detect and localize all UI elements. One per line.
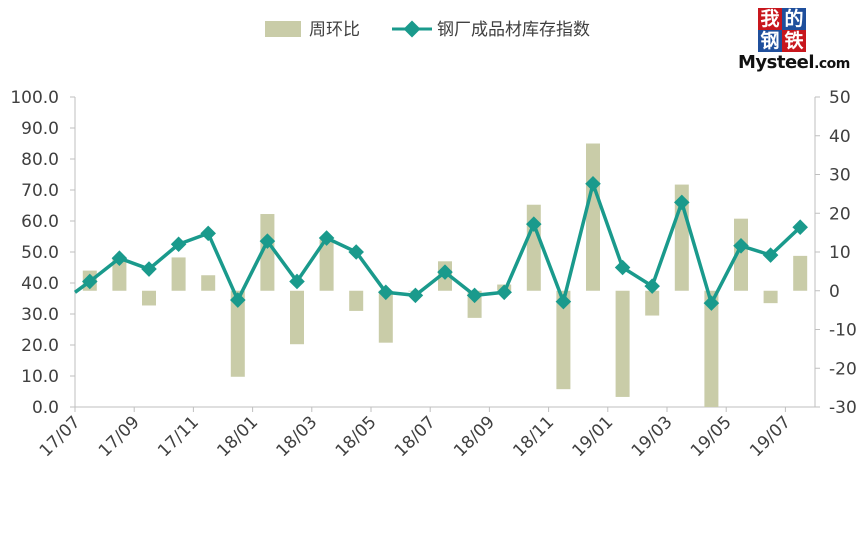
bar-19/06: [763, 290, 778, 304]
logo-char-1: 我: [758, 8, 782, 30]
x-tick-label: 18/03: [273, 412, 322, 461]
bar-18/12: [586, 143, 600, 291]
y-left-tick-label: 30.0: [21, 305, 59, 325]
y-right-tick-label: 20: [829, 204, 851, 224]
legend-bar-swatch: [265, 21, 301, 37]
bar-18/11: [556, 290, 571, 390]
logo-text: Mysteel.com: [738, 52, 850, 73]
point-19/05: [733, 238, 749, 254]
point-17/12: [230, 292, 246, 308]
legend-bar-label: 周环比: [309, 20, 360, 40]
x-tick-label: 18/11: [509, 412, 558, 461]
point-17/10: [170, 236, 187, 253]
bar-18/01: [260, 214, 275, 291]
y-left-tick-label: 80.0: [21, 150, 59, 170]
x-tick-label: 19/01: [569, 412, 618, 461]
bar-19/02: [645, 290, 660, 316]
y-left-tick-label: 60.0: [21, 212, 59, 232]
y-left-tick-label: 70.0: [21, 181, 59, 201]
y-left-tick-label: 20.0: [21, 336, 59, 356]
point-19/03: [674, 194, 690, 211]
y-left-tick-label: 90.0: [21, 119, 59, 139]
y-right-tick-label: 10: [829, 243, 851, 263]
y-right-tick-label: 50: [829, 88, 851, 108]
y-left-tick-label: 50.0: [21, 243, 59, 263]
x-tick-label: 19/05: [687, 412, 736, 461]
x-tick-label: 17/07: [36, 412, 85, 461]
y-left-tick-label: 10.0: [21, 367, 59, 387]
bar-19/07: [793, 255, 808, 291]
logo-char-2: 的: [782, 8, 806, 30]
bar-18/02: [290, 290, 304, 345]
y-right-tick-label: -30: [829, 398, 857, 418]
x-tick-label: 17/11: [154, 412, 203, 461]
x-tick-label: 19/03: [628, 412, 677, 461]
point-17/08: [111, 250, 128, 266]
point-18/04: [348, 244, 364, 260]
legend-line-label: 钢厂成品材库存指数: [437, 20, 590, 40]
bar-17/09: [142, 290, 156, 306]
x-tick-label: 18/09: [450, 412, 499, 461]
x-tick-label: 19/07: [746, 412, 795, 461]
point-18/03: [318, 230, 335, 246]
y-left-tick-label: 100.0: [10, 88, 59, 108]
logo-suffix: .com: [814, 56, 850, 72]
y-left-tick-label: 40.0: [21, 274, 59, 294]
legend-line-marker: [403, 20, 421, 38]
y-right-tick-label: 0: [829, 282, 840, 302]
y-right-tick-label: -20: [829, 359, 857, 379]
point-17/11: [200, 225, 216, 242]
bar-17/10: [171, 257, 186, 291]
bar-19/04: [704, 290, 719, 407]
legend: 周环比 钢厂成品材库存指数: [265, 20, 590, 40]
point-18/12: [585, 176, 601, 192]
logo-name: Mysteel: [738, 52, 815, 73]
bar-18/05: [378, 290, 393, 343]
point-18/01: [259, 233, 276, 249]
bar-18/04: [349, 290, 364, 311]
bar-17/08: [112, 257, 127, 291]
logo-char-3: 钢: [758, 30, 782, 52]
x-tick-label: 18/01: [213, 412, 262, 461]
point-17/09: [141, 261, 157, 277]
axes: 0.0 10.0 20.0 30.0 40.0 50.0 60.0 70.0 80.0 90.0 1…: [10, 88, 856, 461]
y-right-tick-label: 30: [829, 166, 851, 186]
bar-18/03: [319, 239, 334, 291]
logo-char-4: 铁: [782, 30, 806, 52]
point-18/10: [526, 216, 542, 232]
x-tick-label: 18/07: [391, 412, 440, 461]
point-19/07: [792, 219, 808, 235]
mysteel-logo: 我 的 钢 铁 Mysteel.com: [738, 8, 850, 74]
x-tick-label: 18/05: [332, 412, 381, 461]
bar-19/05: [734, 218, 748, 291]
bar-17/12: [230, 290, 245, 377]
x-tick-label: 17/09: [95, 412, 144, 461]
y-right-tick-label: -10: [829, 321, 857, 341]
y-right-tick-label: 40: [829, 127, 851, 147]
y-left-tick-label: 0.0: [32, 398, 59, 418]
bar-17/11: [201, 275, 216, 291]
bar-19/01: [615, 290, 630, 397]
